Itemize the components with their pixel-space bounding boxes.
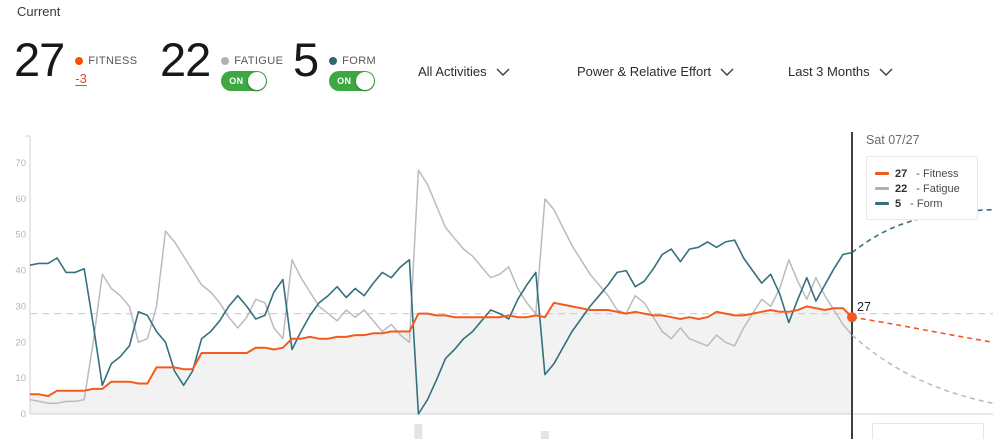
chevron-down-icon: [720, 68, 734, 76]
stat-fitness: 27 FITNESS -3: [14, 33, 138, 87]
filter-data-type-label: Power & Relative Effort: [577, 64, 712, 79]
below-axis-bar: [414, 424, 423, 439]
current-fitness-marker: [847, 312, 857, 323]
hover-date-label: Sat 07/27: [866, 133, 920, 147]
bottom-partial-panel: [872, 423, 984, 439]
fitness-chart: 27 0 10 20 30 40 50 60 70 Sat 07/27 27 - Fitness…: [0, 128, 1000, 439]
fatigue-line: [29, 169, 853, 404]
fitness-dash-icon: [875, 172, 889, 175]
form-dot-icon: [329, 57, 338, 65]
filter-date-range-label: Last 3 Months: [788, 64, 870, 79]
form-line: [29, 239, 853, 415]
form-dash-icon: [875, 202, 889, 205]
current-label: Current: [17, 4, 61, 19]
fitness-label: FITNESS: [88, 55, 138, 67]
tooltip-form-value: 5: [895, 197, 902, 210]
filter-activity-type-label: All Activities: [418, 64, 487, 79]
tooltip-row-fitness: 27 - Fitness: [875, 166, 969, 181]
fitness-projection: [851, 316, 994, 344]
form-toggle-knob: [356, 72, 375, 90]
tooltip-fatigue-value: 22: [895, 182, 908, 195]
fatigue-toggle[interactable]: ON: [221, 71, 268, 91]
fitness-line: [30, 301, 853, 398]
fatigue-dash-icon: [875, 187, 889, 190]
stat-fatigue: 22 FATIGUE ON: [160, 34, 283, 91]
y-tick-label: 0: [21, 409, 26, 420]
tooltip-fitness-value: 27: [895, 167, 908, 180]
stat-form: 5 FORM ON: [293, 34, 376, 91]
chart-canvas[interactable]: 27 0 10 20 30 40 50 60 70: [0, 128, 1000, 439]
fatigue-dot-icon: [221, 57, 230, 65]
form-value: 5: [293, 33, 319, 86]
filter-activity-type[interactable]: All Activities: [418, 64, 510, 79]
filter-data-type[interactable]: Power & Relative Effort: [577, 64, 734, 79]
fitness-area-fill: [30, 302, 852, 414]
marker-value-label: 27: [857, 300, 871, 314]
form-projection: [851, 208, 994, 254]
fatigue-label: FATIGUE: [234, 55, 284, 67]
y-tick-label: 20: [15, 337, 26, 348]
chevron-down-icon: [496, 68, 510, 76]
fatigue-value: 22: [160, 33, 211, 86]
fatigue-toggle-knob: [248, 72, 267, 90]
y-tick-label: 70: [15, 158, 26, 169]
fitness-value: 27: [14, 33, 65, 86]
fatigue-projection: [851, 334, 994, 404]
y-tick-label: 10: [15, 373, 26, 384]
hover-tooltip: 27 - Fitness 22 - Fatigue 5 - Form: [866, 156, 978, 220]
tooltip-row-form: 5 - Form: [875, 196, 969, 211]
below-axis-bar: [540, 431, 549, 439]
y-tick-label: 40: [15, 266, 26, 277]
tooltip-fatigue-name: - Fatigue: [913, 182, 960, 195]
form-label: FORM: [342, 55, 377, 67]
tooltip-fitness-name: - Fitness: [913, 167, 959, 180]
fatigue-toggle-state: ON: [229, 76, 244, 86]
fitness-dot-icon: [75, 57, 84, 65]
tooltip-row-fatigue: 22 - Fatigue: [875, 181, 969, 196]
chevron-down-icon: [879, 68, 893, 76]
form-toggle[interactable]: ON: [329, 71, 376, 91]
fitness-delta[interactable]: -3: [75, 71, 87, 86]
y-tick-label: 60: [15, 194, 26, 205]
y-tick-label: 50: [15, 230, 26, 241]
filter-date-range[interactable]: Last 3 Months: [788, 64, 893, 79]
form-toggle-state: ON: [337, 76, 352, 86]
y-tick-label: 30: [15, 301, 26, 312]
tooltip-form-name: - Form: [907, 197, 943, 210]
